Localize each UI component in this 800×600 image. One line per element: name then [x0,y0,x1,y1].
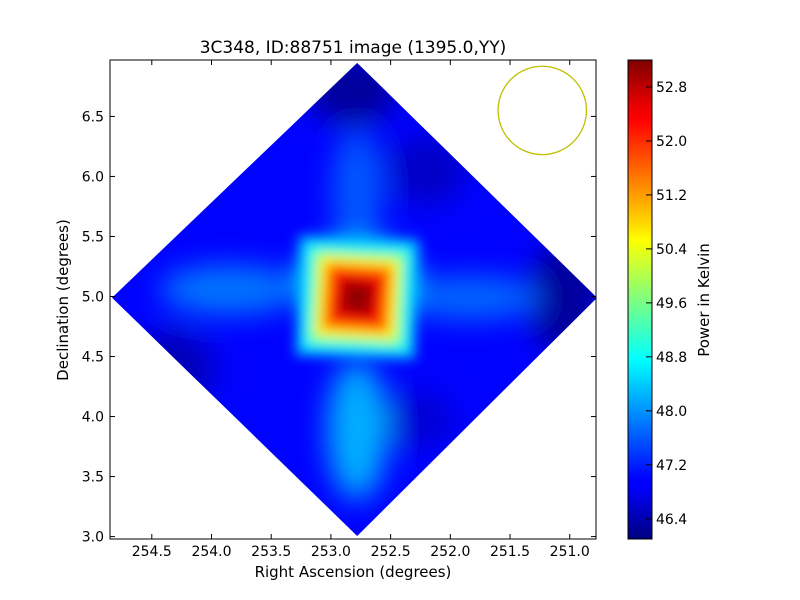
colorbar-tick-label: 52.0 [656,134,687,150]
y-tick-label: 4.0 [82,410,104,426]
y-axis-label: Declination (degrees) [54,219,72,381]
y-tick-label: 6.0 [82,169,104,185]
x-tick-label: 251.0 [550,544,590,560]
colorbar-tick-label: 47.2 [656,458,687,474]
y-tick-label: 5.5 [82,229,104,245]
x-axis-label: Right Ascension (degrees) [255,563,452,581]
x-tick-label: 254.5 [132,544,172,560]
x-tick-label: 253.5 [251,544,291,560]
colorbar-axis: 46.4 47.2 48.0 48.8 49.6 50.4 51.2 52.0 52.8 [646,80,687,528]
colorbar-tick-label: 48.0 [656,404,687,420]
beam-circle [497,65,588,156]
plot-frame [109,59,597,540]
colorbar-tick-label: 52.8 [656,80,687,96]
y-tick-label: 5.0 [82,289,104,305]
y-axis: 3.0 3.5 4.0 4.5 5.0 5.5 6.0 6.5 [82,109,596,546]
colorbar-label: Power in Kelvin [695,243,713,357]
x-tick-label: 252.0 [430,544,470,560]
x-tick-label: 253.0 [311,544,351,560]
colorbar-tick-label: 46.4 [656,512,687,528]
colorbar [627,59,653,540]
y-tick-label: 6.5 [82,109,104,125]
x-tick-label: 254.0 [191,544,231,560]
colorbar-tick-label: 48.8 [656,350,687,366]
chart-title: 3C348, ID:88751 image (1395.0,YY) [200,38,507,58]
colorbar-tick-label: 49.6 [656,296,687,312]
colorbar-tick-label: 51.2 [656,188,687,204]
x-tick-label: 251.5 [490,544,530,560]
y-tick-label: 3.0 [82,530,104,546]
x-axis: 254.5 254.0 253.5 253.0 252.5 252.0 251.5 251.0 [132,60,590,560]
heatmap-image [112,63,596,536]
y-tick-label: 4.5 [82,350,104,366]
x-tick-label: 252.5 [371,544,411,560]
y-tick-label: 3.5 [82,470,104,486]
colorbar-tick-label: 50.4 [656,242,687,258]
